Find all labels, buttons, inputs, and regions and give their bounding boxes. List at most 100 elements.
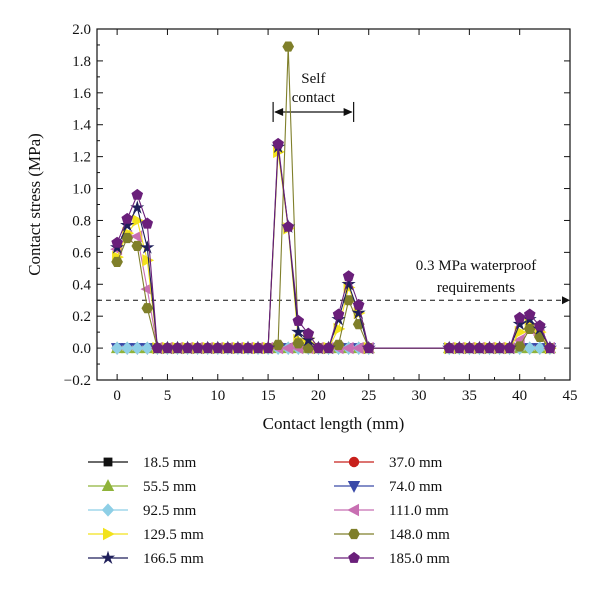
data-point xyxy=(132,214,145,227)
data-point xyxy=(140,240,155,254)
data-point xyxy=(111,256,123,268)
data-point xyxy=(351,305,366,320)
y-tick-label: 1.8 xyxy=(72,54,91,70)
data-point xyxy=(130,230,143,243)
legend-marker xyxy=(347,480,361,493)
data-point xyxy=(493,342,506,354)
data-point xyxy=(352,298,365,310)
legend-label: 111.0 mm xyxy=(389,503,449,519)
data-point xyxy=(181,342,194,354)
legend-item: 37.0 mm xyxy=(334,455,443,471)
x-tick-label: 0 xyxy=(113,388,121,404)
legend-marker xyxy=(348,456,360,468)
legend-item: 129.5 mm xyxy=(88,527,204,543)
series-185-0-mm xyxy=(111,137,556,354)
legend-label: 92.5 mm xyxy=(143,503,197,519)
legend-marker xyxy=(101,503,115,517)
y-axis-title: Contact stress (MPa) xyxy=(25,133,44,276)
data-point xyxy=(513,311,526,323)
self-contact-arrow-right xyxy=(343,107,353,116)
y-tick-label: 1.0 xyxy=(72,182,91,198)
data-point xyxy=(292,338,305,349)
legend-item: 55.5 mm xyxy=(88,479,197,495)
data-point xyxy=(282,41,295,52)
x-tick-label: 5 xyxy=(164,388,172,404)
data-point xyxy=(151,342,164,354)
y-tick-label: 1.2 xyxy=(72,150,91,166)
y-tick-label: 1.6 xyxy=(72,86,91,102)
legend-label: 185.0 mm xyxy=(389,551,450,567)
legend: 18.5 mm 37.0 mm 55.5 mm 74.0 mm 92.5 mm 111.0… xyxy=(88,455,450,567)
data-point xyxy=(242,342,254,354)
legend-item: 111.0 mm xyxy=(334,503,449,519)
data-point xyxy=(110,341,124,355)
x-tick-label: 10 xyxy=(210,388,225,404)
y-tick-label: 1.4 xyxy=(72,118,91,134)
data-point xyxy=(282,220,294,232)
data-point xyxy=(341,276,356,291)
legend-item: 185.0 mm xyxy=(334,551,450,567)
data-point xyxy=(211,342,224,354)
waterproof-label-line2: requirements xyxy=(437,280,515,296)
legend-marker xyxy=(100,550,116,565)
series-line xyxy=(116,151,551,349)
data-point xyxy=(523,341,536,355)
waterproof-label-line1: 0.3 MPa waterproof xyxy=(416,258,536,274)
data-point xyxy=(161,342,174,354)
data-point xyxy=(332,339,345,351)
data-point xyxy=(523,308,536,320)
y-tick-label: 0.4 xyxy=(72,277,91,293)
data-point xyxy=(131,341,144,355)
data-point xyxy=(301,332,316,347)
y-tick-label: 0.2 xyxy=(72,309,91,325)
data-point xyxy=(342,270,355,282)
data-point xyxy=(292,314,305,326)
data-point xyxy=(302,327,315,339)
legend-marker xyxy=(348,528,360,540)
legend-item: 74.0 mm xyxy=(334,479,443,495)
self-contact-label-line1: Self xyxy=(301,71,325,87)
x-axis-title: Contact length (mm) xyxy=(263,414,405,433)
legend-label: 148.0 mm xyxy=(389,527,450,543)
x-tick-label: 30 xyxy=(412,388,427,404)
waterproof-arrow xyxy=(562,296,570,305)
x-tick-label: 40 xyxy=(512,388,527,404)
data-point xyxy=(544,342,556,354)
y-tick-label: 0.8 xyxy=(72,213,91,229)
data-point xyxy=(332,308,345,320)
y-tick-label: 2.0 xyxy=(72,22,91,38)
data-point xyxy=(291,324,306,339)
data-point xyxy=(131,188,144,200)
data-point xyxy=(272,137,284,149)
legend-label: 166.5 mm xyxy=(143,551,204,567)
legend-label: 74.0 mm xyxy=(389,479,443,495)
y-tick-label: 0.6 xyxy=(72,245,91,261)
legend-marker xyxy=(101,479,115,492)
legend-marker xyxy=(348,551,360,563)
data-point xyxy=(222,342,234,354)
data-point xyxy=(121,212,133,224)
data-point xyxy=(463,342,476,354)
data-point xyxy=(252,342,264,354)
y-tick-label: 0.0 xyxy=(72,341,91,357)
data-point xyxy=(121,341,134,355)
data-point xyxy=(232,342,244,354)
series-129-5-mm xyxy=(112,145,557,355)
data-point xyxy=(191,342,204,354)
data-point xyxy=(201,342,214,354)
data-point xyxy=(523,323,536,335)
data-point xyxy=(171,342,184,354)
data-point xyxy=(453,342,466,354)
data-point xyxy=(342,295,355,306)
data-point xyxy=(141,217,154,229)
data-point xyxy=(131,240,144,251)
series-166-5-mm xyxy=(110,139,557,355)
legend-item: 166.5 mm xyxy=(88,550,204,567)
data-point xyxy=(262,342,274,354)
legend-item: 148.0 mm xyxy=(334,527,450,543)
legend-label: 18.5 mm xyxy=(143,455,197,471)
data-point xyxy=(473,342,486,354)
series-layer xyxy=(110,41,557,355)
